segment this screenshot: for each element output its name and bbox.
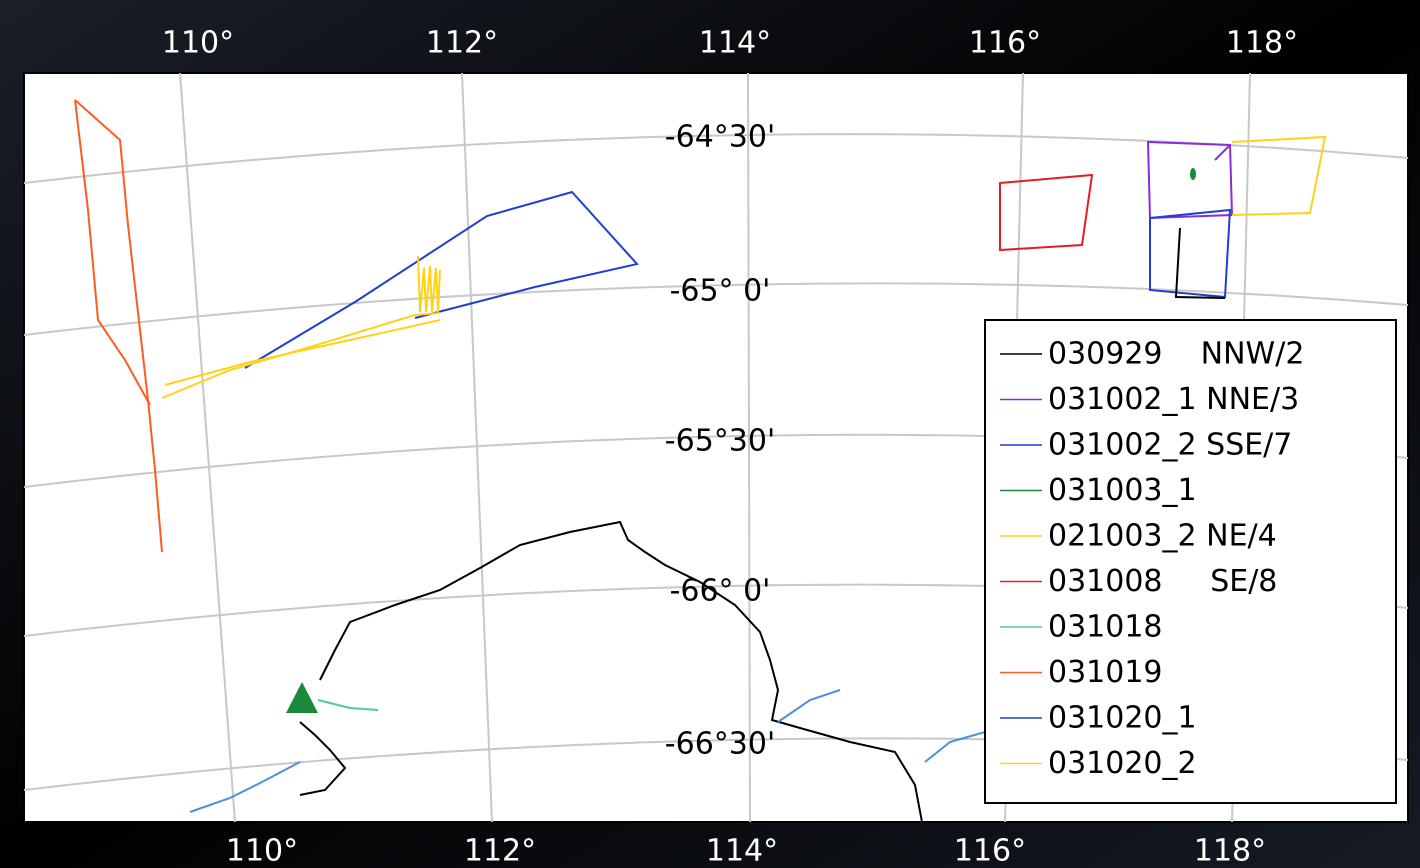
meridian — [747, 72, 751, 823]
track — [1231, 135, 1327, 216]
lat-label: -64°30' — [665, 120, 775, 155]
lat-label: -65°30' — [665, 424, 775, 459]
flight-tracks — [74, 99, 1327, 711]
lat-label: -65° 0' — [670, 274, 771, 309]
lon-label-top: 116° — [969, 26, 1041, 61]
lon-label-top: 118° — [1226, 26, 1298, 61]
ice-edge — [189, 761, 301, 813]
lon-label-top: 112° — [426, 26, 498, 61]
legend-label: 031002_2 SSE/7 — [1048, 428, 1292, 463]
track — [1190, 168, 1196, 180]
ice-edge — [924, 731, 986, 763]
legend-label: 031003_1 — [1048, 473, 1197, 508]
lon-label-top: 114° — [699, 26, 771, 61]
lon-label-bottom: 118° — [1194, 834, 1266, 868]
legend-label: 031018 — [1048, 610, 1163, 645]
lon-label-top: 110° — [162, 26, 234, 61]
ice-edge — [777, 689, 841, 723]
track — [1174, 227, 1226, 299]
coast — [319, 520, 923, 823]
legend-label: 021003_2 NE/4 — [1048, 519, 1277, 554]
legend-label: 031008 SE/8 — [1048, 564, 1277, 599]
legend-label: 030929 NNW/2 — [1048, 337, 1304, 372]
meridian — [179, 72, 236, 823]
track — [244, 190, 639, 369]
legend-label: 031019 — [1048, 655, 1163, 690]
coastline — [189, 520, 986, 823]
parallel — [23, 282, 1409, 336]
station-marker — [286, 682, 318, 713]
legend-label: 031020_1 — [1048, 701, 1197, 736]
legend-label: 031002_1 NNE/3 — [1048, 382, 1299, 417]
track — [74, 99, 163, 553]
track — [161, 255, 441, 399]
meridian — [461, 72, 493, 823]
lon-label-bottom: 116° — [954, 834, 1026, 868]
lon-label-bottom: 114° — [706, 834, 778, 868]
lon-label-bottom: 112° — [464, 834, 536, 868]
lat-label: -66°30' — [665, 727, 775, 762]
legend: 030929 NNW/2 031002_1 NNE/3 031002_2 SSE/7… — [1000, 337, 1304, 781]
lat-label: -66° 0' — [670, 574, 771, 609]
track — [317, 699, 379, 711]
coast — [299, 721, 347, 796]
lon-label-bottom: 110° — [226, 834, 298, 868]
legend-box — [984, 319, 1397, 804]
labels: 110° 112° 114° 116° 118° 110° 112° 114° 116° 118°… — [162, 26, 1298, 868]
legend-label: 031020_2 — [1048, 746, 1197, 781]
track — [999, 173, 1094, 252]
